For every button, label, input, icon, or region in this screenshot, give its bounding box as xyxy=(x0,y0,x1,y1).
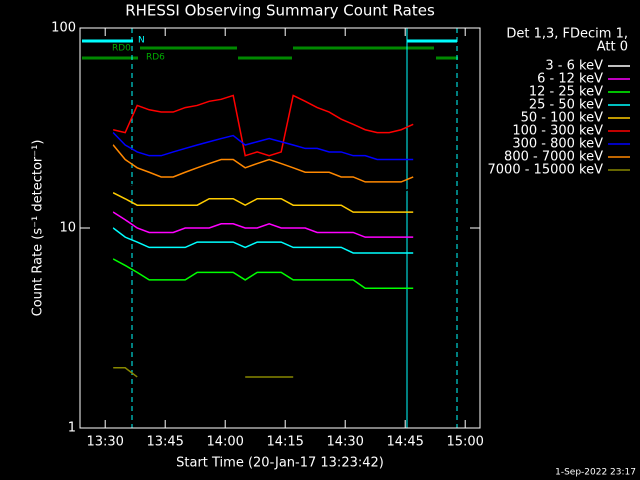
legend-label: 6 - 12 keV xyxy=(537,72,603,87)
legend-label: 3 - 6 keV xyxy=(545,59,603,74)
annotation: N xyxy=(138,36,145,46)
x-tick-label: 13:30 xyxy=(86,435,123,450)
y-tick-label: 10 xyxy=(59,221,76,236)
x-tick-label: 15:00 xyxy=(446,435,483,450)
series-line xyxy=(112,171,414,194)
legend-title: Att 0 xyxy=(597,40,628,55)
x-tick-label: 14:30 xyxy=(326,435,363,450)
chart-title: RHESSI Observing Summary Count Rates xyxy=(125,2,435,20)
legend-label: 12 - 25 keV xyxy=(529,85,603,100)
legend-label: 25 - 50 keV xyxy=(529,98,603,113)
legend-label: 50 - 100 keV xyxy=(521,111,604,126)
annotation: RD6 xyxy=(146,53,165,63)
x-tick-label: 13:45 xyxy=(146,435,183,450)
flag-bars xyxy=(82,28,458,428)
y-tick-label: 100 xyxy=(51,21,76,36)
legend-label: 800 - 7000 keV xyxy=(504,150,603,165)
x-tick-label: 14:00 xyxy=(206,435,243,450)
x-tick-label: 14:45 xyxy=(386,435,423,450)
series-line xyxy=(112,227,414,254)
series-line xyxy=(112,258,414,289)
x-axis-label: Start Time (20-Jan-17 13:23:42) xyxy=(176,456,384,471)
footer: 1-Sep-2022 23:17 xyxy=(555,468,636,478)
y-axis-label: Count Rate (s⁻¹ detector⁻¹) xyxy=(31,140,46,317)
plot-area xyxy=(112,94,414,378)
series-line xyxy=(112,144,414,183)
legend-label: 7000 - 15000 keV xyxy=(488,163,604,178)
series-line xyxy=(112,211,414,238)
series-line xyxy=(113,367,294,378)
y-tick-label: 1 xyxy=(68,421,76,436)
series-line xyxy=(112,192,414,213)
legend-title: Det 1,3, FDecim 1, xyxy=(506,27,628,42)
series-line xyxy=(113,94,414,157)
legend-label: 100 - 300 keV xyxy=(512,124,603,139)
series-line xyxy=(112,131,414,161)
legend-label: 300 - 800 keV xyxy=(512,137,603,152)
x-tick-label: 14:15 xyxy=(266,435,303,450)
annotation: RD0 xyxy=(112,44,131,54)
